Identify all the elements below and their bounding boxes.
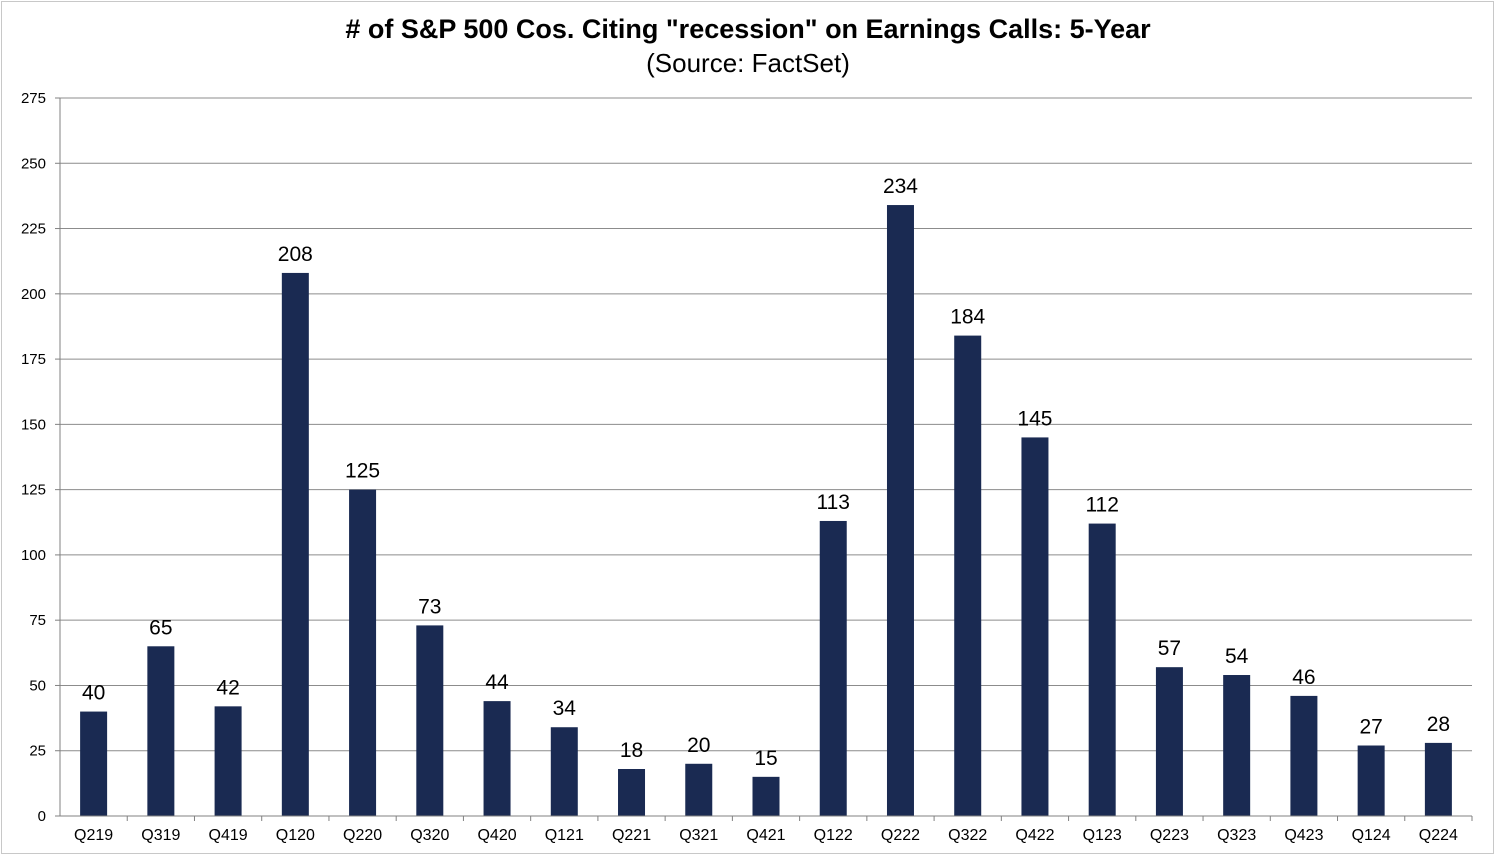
y-tick-label: 100 [21, 547, 46, 564]
data-label-q420: 44 [485, 671, 509, 694]
data-labels: 40 65 42 208 125 73 44 34 18 20 15 113 234 184 145 112 5… [82, 175, 1450, 770]
data-label-q124: 27 [1359, 716, 1382, 739]
data-label-q122: 113 [816, 491, 849, 514]
bar-q421 [752, 776, 780, 816]
data-label-q224: 28 [1427, 713, 1450, 736]
x-tick-label-q220: Q220 [343, 827, 382, 844]
y-tick-label: 75 [29, 612, 46, 629]
y-tick-label: 250 [21, 155, 46, 172]
x-tick-label-q222: Q222 [881, 827, 920, 844]
bar-q322 [954, 335, 982, 816]
data-label-q319: 65 [149, 616, 172, 639]
bar-q419 [214, 706, 242, 816]
data-label-q422: 145 [1017, 407, 1052, 430]
x-tick-label-q122: Q122 [814, 827, 853, 844]
y-tick-label: 200 [21, 286, 46, 303]
data-label-q322: 184 [950, 306, 985, 329]
y-tick-label: 150 [21, 416, 46, 433]
bar-q320 [416, 625, 444, 816]
bars [80, 205, 1452, 817]
x-tick-label-q219: Q219 [74, 827, 113, 844]
bar-q222 [886, 205, 914, 817]
bar-q321 [685, 763, 713, 816]
data-label-q220: 125 [345, 460, 380, 483]
y-axis: 0 25 50 75 100 125 150 175 200 225 250 275 [21, 90, 61, 825]
bar-q124 [1357, 745, 1385, 816]
bar-q224 [1424, 742, 1452, 816]
chart-title: # of S&P 500 Cos. Citing "recession" on … [345, 14, 1151, 44]
data-label-q120: 208 [278, 243, 313, 266]
data-label-q419: 42 [216, 676, 239, 699]
data-label-q323: 54 [1225, 645, 1249, 668]
x-tick-label-q321: Q321 [679, 827, 718, 844]
x-tick-label-q120: Q120 [276, 827, 315, 844]
data-label-q123: 112 [1085, 494, 1118, 517]
x-tick-label-q422: Q422 [1015, 827, 1054, 844]
bar-q423 [1290, 695, 1318, 816]
x-tick-label-q423: Q423 [1284, 827, 1323, 844]
y-tick-label: 275 [21, 90, 46, 107]
bar-q223 [1155, 667, 1183, 816]
data-label-q423: 46 [1292, 666, 1315, 689]
y-tick-label: 0 [38, 808, 46, 825]
x-tick-label-q323: Q323 [1217, 827, 1256, 844]
bar-q323 [1223, 675, 1251, 816]
gridlines [60, 97, 1472, 752]
x-tick-label-q320: Q320 [410, 827, 449, 844]
x-tick-label-q319: Q319 [141, 827, 180, 844]
chart-subtitle: (Source: FactSet) [646, 48, 850, 78]
y-tick-label: 225 [21, 221, 46, 238]
x-tick-label-q420: Q420 [477, 827, 516, 844]
bar-q221 [618, 769, 646, 816]
data-label-q222: 234 [883, 175, 918, 198]
x-tick-label-q223: Q223 [1150, 827, 1189, 844]
x-tick-label-q221: Q221 [612, 827, 651, 844]
x-tick-label-q224: Q224 [1419, 827, 1458, 844]
y-tick-label: 175 [21, 351, 46, 368]
data-label-q320: 73 [418, 595, 441, 618]
data-label-q219: 40 [82, 682, 105, 705]
x-tick-label-q123: Q123 [1083, 827, 1122, 844]
x-tick-label-q419: Q419 [209, 827, 248, 844]
data-label-q421: 15 [754, 747, 777, 770]
bar-q422 [1021, 437, 1049, 816]
data-label-q121: 34 [553, 697, 577, 720]
x-axis: Q219 Q319 Q419 Q120 Q220 Q320 Q420 Q121 Q221 Q321… [60, 815, 1473, 844]
bar-q219 [80, 711, 108, 816]
bar-q120 [281, 272, 309, 816]
y-tick-label: 50 [29, 677, 46, 694]
bar-q420 [483, 701, 511, 816]
y-tick-label: 125 [21, 482, 46, 499]
x-tick-label-q124: Q124 [1352, 827, 1391, 844]
bar-q123 [1088, 523, 1116, 816]
x-tick-label-q322: Q322 [948, 827, 987, 844]
bar-q220 [349, 489, 377, 816]
data-label-q321: 20 [687, 734, 710, 757]
x-tick-label-q121: Q121 [545, 827, 584, 844]
y-tick-label: 25 [29, 743, 46, 760]
bar-q121 [550, 727, 578, 816]
x-tick-label-q421: Q421 [746, 827, 785, 844]
data-label-q221: 18 [620, 739, 643, 762]
data-label-q223: 57 [1158, 637, 1181, 660]
bar-q122 [819, 520, 847, 816]
bar-q319 [147, 646, 175, 816]
